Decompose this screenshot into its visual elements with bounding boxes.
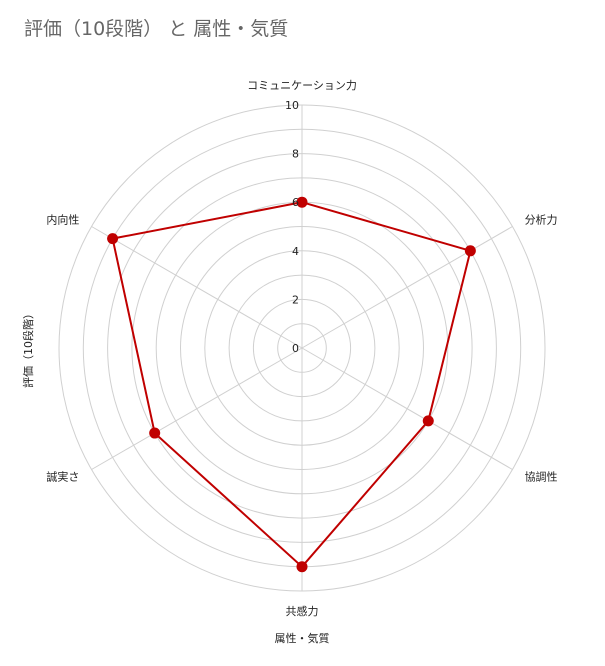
- series-layer: [107, 196, 476, 573]
- radial-tick-label: 4: [292, 245, 299, 258]
- category-label: 分析力: [525, 213, 558, 227]
- data-point: [422, 415, 434, 427]
- grid-layer: [58, 104, 546, 592]
- radial-tick-label: 10: [285, 99, 299, 112]
- x-axis-title: 属性・気質: [275, 631, 330, 645]
- category-label: 協調性: [525, 470, 558, 484]
- data-point: [296, 561, 308, 573]
- category-label: 内向性: [46, 213, 79, 227]
- radial-tick-label: 2: [292, 293, 299, 306]
- grid-spoke: [91, 226, 303, 349]
- data-point: [149, 427, 161, 439]
- data-point: [107, 233, 119, 245]
- radial-tick-label: 6: [292, 196, 299, 209]
- chart-title: 評価（10段階） と 属性・気質: [24, 18, 289, 40]
- category-label: 誠実さ: [46, 470, 79, 484]
- y-axis-title: 評価（10段階）: [21, 308, 35, 388]
- grid-spoke: [301, 347, 513, 470]
- data-point: [296, 196, 308, 208]
- radial-tick-label: 8: [292, 148, 299, 161]
- data-point: [464, 245, 476, 257]
- radial-tick-label: 0: [292, 342, 299, 355]
- grid-spoke: [91, 347, 303, 470]
- category-label: コミュニケーション力: [247, 79, 357, 92]
- grid-spoke: [301, 226, 513, 349]
- category-label: 共感力: [286, 605, 319, 618]
